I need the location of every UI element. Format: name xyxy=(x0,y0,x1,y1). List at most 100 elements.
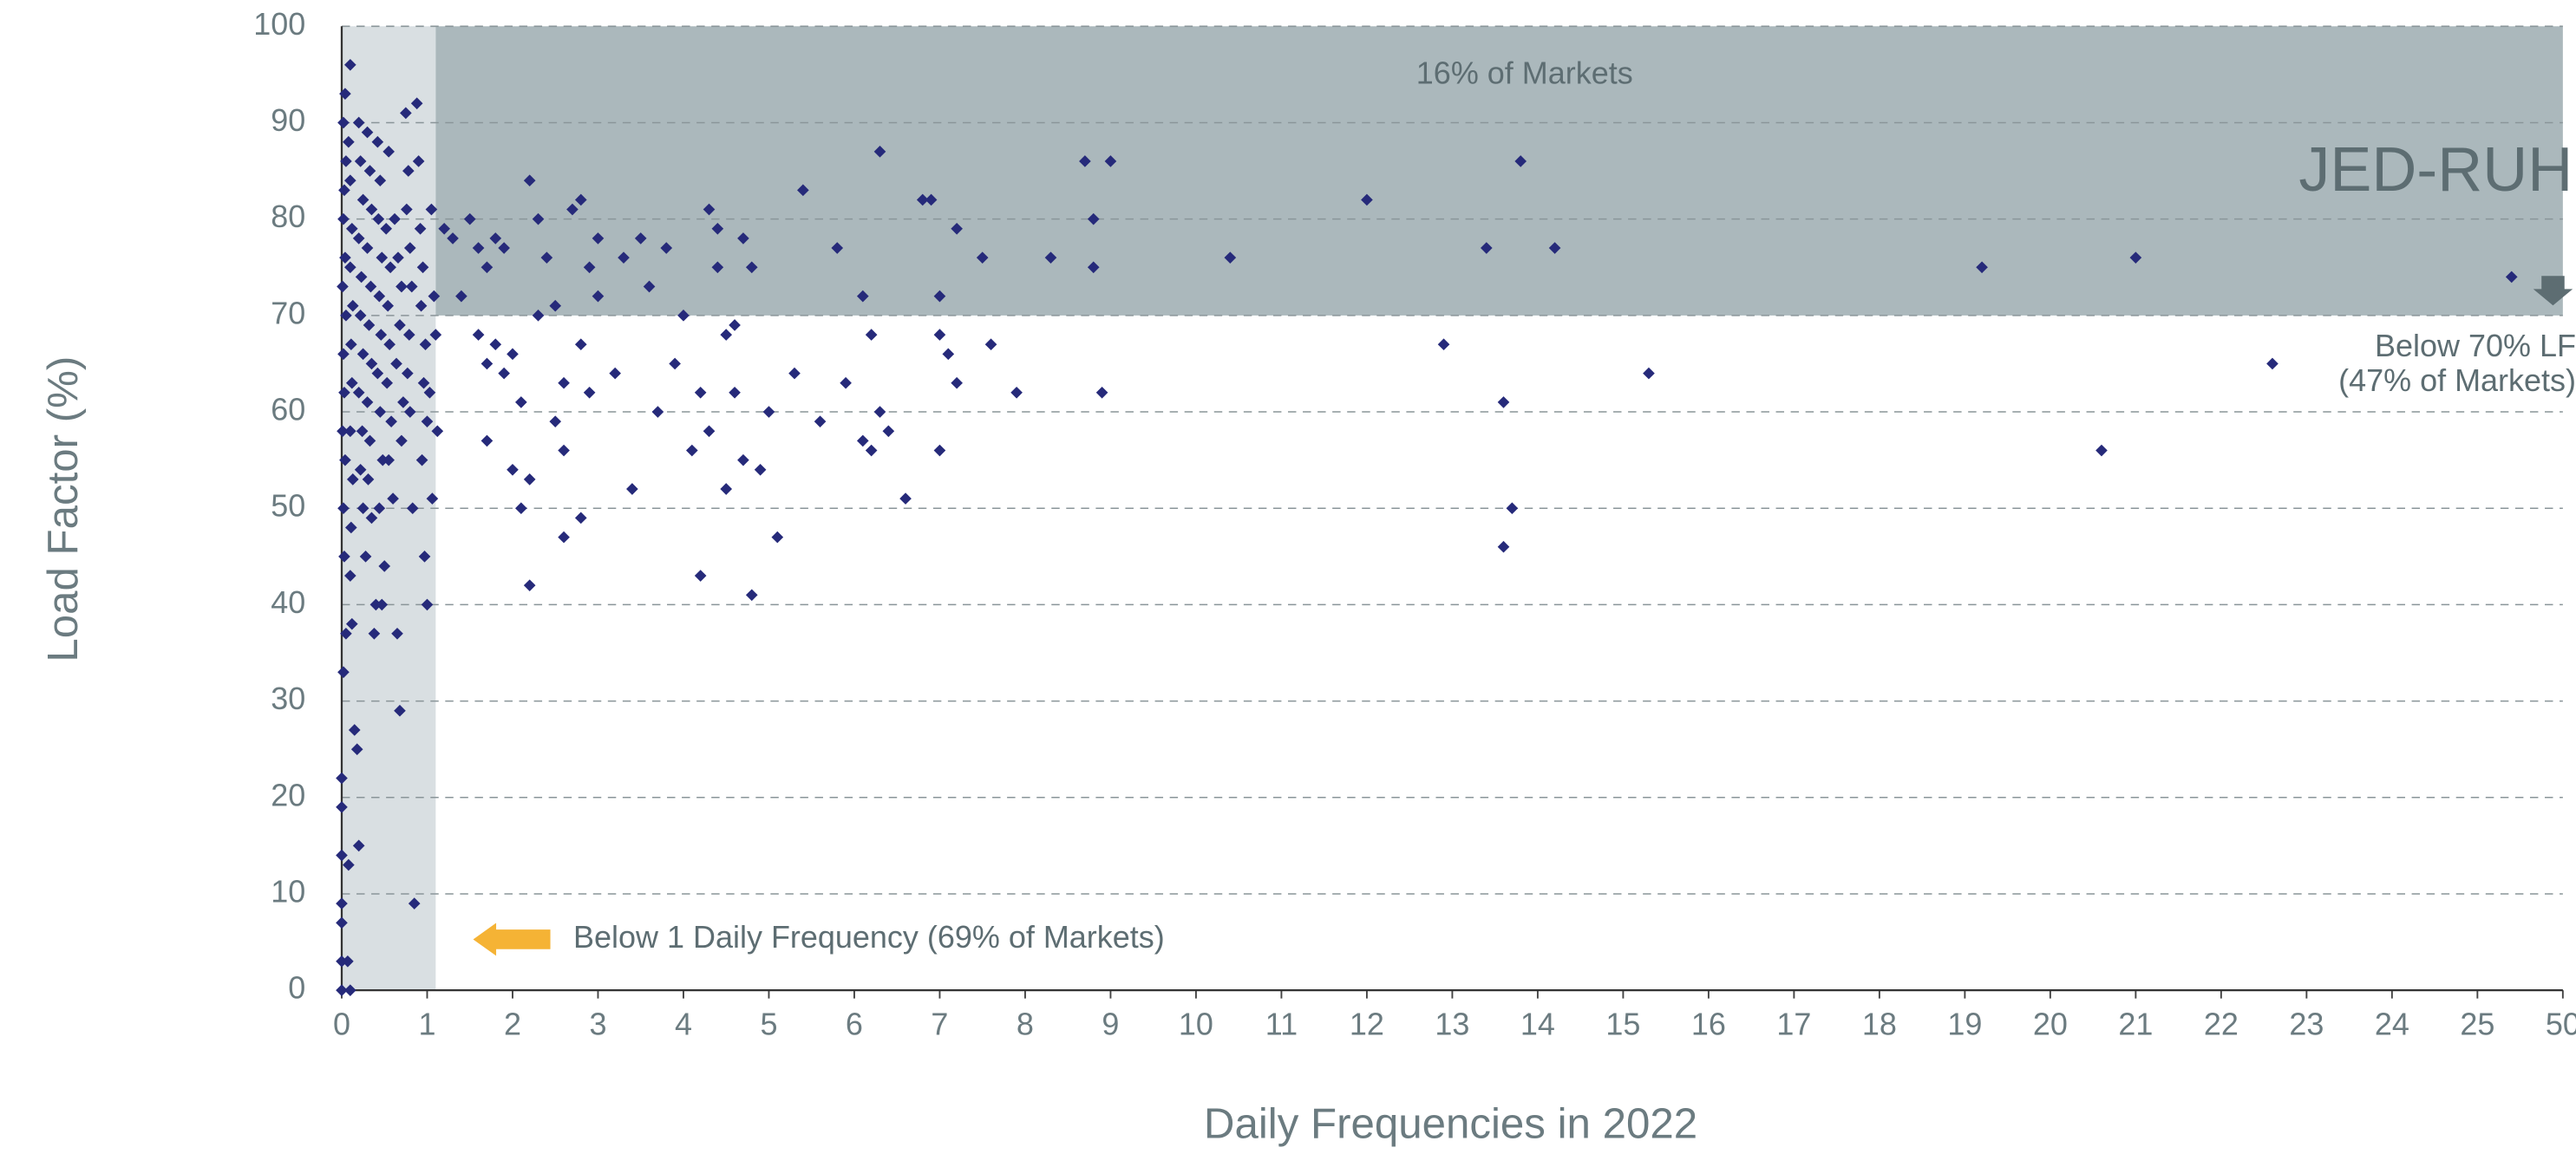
point xyxy=(352,116,365,129)
point xyxy=(381,376,394,389)
point xyxy=(354,155,367,167)
point xyxy=(338,551,350,563)
point xyxy=(685,444,698,457)
x-tick-label: 9 xyxy=(1102,1006,1119,1041)
point xyxy=(352,839,365,852)
point xyxy=(873,406,886,418)
point xyxy=(694,570,707,582)
point xyxy=(694,386,707,399)
x-tick-label: 1 xyxy=(418,1006,435,1041)
point xyxy=(403,406,416,418)
point xyxy=(951,376,963,389)
point xyxy=(489,338,502,351)
point xyxy=(1976,261,1988,274)
x-tick-label: 8 xyxy=(1017,1006,1034,1041)
point xyxy=(2505,271,2518,284)
point xyxy=(429,329,442,341)
point xyxy=(1079,155,1091,167)
point xyxy=(408,897,421,910)
point xyxy=(558,444,570,457)
below-lf-note: Below 70% LF xyxy=(2375,328,2576,363)
point xyxy=(394,704,406,717)
point xyxy=(771,531,784,544)
y-tick-label: 20 xyxy=(271,777,305,812)
point xyxy=(840,376,852,389)
point xyxy=(359,551,372,563)
point xyxy=(651,406,664,418)
point xyxy=(340,155,352,167)
point xyxy=(340,310,352,322)
point xyxy=(336,849,348,862)
point xyxy=(549,415,562,427)
point xyxy=(355,271,368,284)
point xyxy=(925,193,938,206)
point xyxy=(380,222,393,235)
point xyxy=(368,627,381,640)
x-tick-label: 4 xyxy=(675,1006,692,1041)
point xyxy=(1224,251,1237,264)
point xyxy=(396,280,408,293)
point xyxy=(523,473,536,486)
y-tick-label: 10 xyxy=(271,873,305,909)
point xyxy=(754,463,767,476)
point xyxy=(583,386,596,399)
point xyxy=(363,165,376,177)
point xyxy=(414,222,427,235)
y-axis-title: Load Factor (%) xyxy=(39,356,87,662)
point xyxy=(344,174,356,187)
point xyxy=(1497,540,1510,553)
point xyxy=(515,502,527,515)
point xyxy=(481,261,494,274)
point xyxy=(797,184,809,197)
point xyxy=(438,222,450,235)
point xyxy=(540,251,553,264)
point xyxy=(558,531,570,544)
point xyxy=(383,338,396,351)
point xyxy=(1497,396,1510,408)
point xyxy=(365,357,378,370)
point xyxy=(423,386,436,399)
point xyxy=(352,386,365,399)
x-axis-title: Daily Frequencies in 2022 xyxy=(1204,1099,1697,1147)
point xyxy=(390,357,402,370)
point xyxy=(345,617,358,630)
point xyxy=(720,483,733,495)
point xyxy=(389,212,401,225)
point xyxy=(378,560,391,572)
point xyxy=(337,212,350,225)
point xyxy=(363,319,376,331)
x-tick-label: 12 xyxy=(1350,1006,1384,1041)
point xyxy=(720,329,733,341)
point xyxy=(356,193,369,206)
point xyxy=(356,425,369,438)
point xyxy=(342,955,354,968)
point xyxy=(345,222,358,235)
point xyxy=(337,280,349,293)
regions xyxy=(341,26,2563,991)
point xyxy=(882,425,895,438)
y-tick-label: 90 xyxy=(271,102,305,138)
point xyxy=(498,367,510,380)
point xyxy=(337,502,350,515)
point xyxy=(814,415,827,427)
point xyxy=(421,598,434,611)
point xyxy=(1437,338,1450,351)
point xyxy=(371,135,384,148)
x-tick-label: 10 xyxy=(1179,1006,1213,1041)
point xyxy=(507,348,519,361)
point xyxy=(364,280,377,293)
x-tick-label: 22 xyxy=(2204,1006,2239,1041)
point xyxy=(1361,193,1373,206)
point xyxy=(1548,242,1561,254)
point xyxy=(498,242,510,254)
point xyxy=(2266,357,2279,370)
point xyxy=(418,551,431,563)
point xyxy=(403,242,416,254)
point xyxy=(455,290,467,303)
x-tick-label: 19 xyxy=(1947,1006,1982,1041)
point xyxy=(339,251,351,264)
y-tick-label: 50 xyxy=(271,488,305,524)
point xyxy=(574,512,587,525)
point xyxy=(745,589,758,602)
